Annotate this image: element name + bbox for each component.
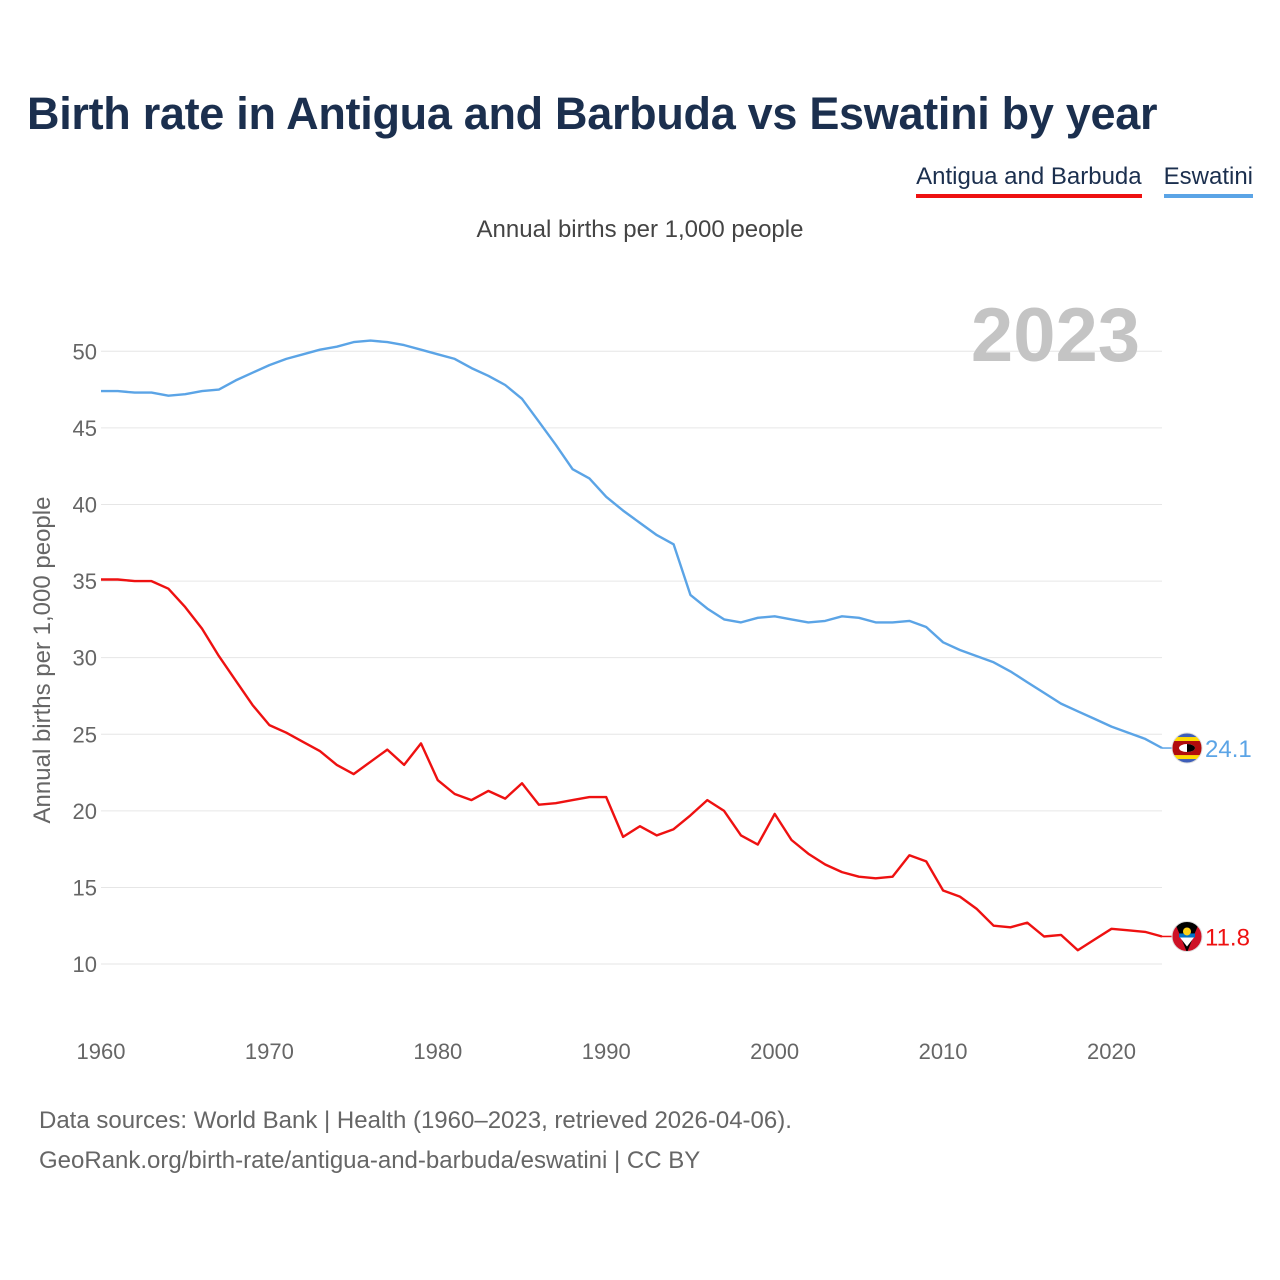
source-url-line: GeoRank.org/birth-rate/antigua-and-barbu… (39, 1147, 701, 1174)
x-tick-label: 2020 (1087, 1039, 1136, 1064)
y-tick-label: 45 (73, 416, 97, 441)
y-tick-label: 10 (73, 952, 97, 977)
series-line-antigua-and-barbuda (101, 578, 1163, 952)
y-tick-label: 50 (73, 339, 97, 364)
y-tick-label: 25 (73, 722, 97, 747)
y-tick-label: 35 (73, 569, 97, 594)
flag-antigua-and-barbuda-icon (1171, 920, 1203, 952)
x-tick-label: 1980 (413, 1039, 462, 1064)
legend-item-antigua-and-barbuda[interactable]: Antigua and Barbuda (916, 163, 1142, 198)
series-line-eswatini (101, 339, 1163, 750)
x-tick-label: 2010 (919, 1039, 968, 1064)
y-tick-label: 15 (73, 875, 97, 900)
legend: Antigua and Barbuda Eswatini (916, 163, 1253, 198)
y-axis-label: Annual births per 1,000 people (29, 497, 56, 824)
x-tick-label: 2000 (750, 1039, 799, 1064)
end-value-label: 24.1 (1205, 736, 1252, 763)
data-source-line: Data sources: World Bank | Health (1960–… (39, 1107, 792, 1134)
chart-title: Birth rate in Antigua and Barbuda vs Esw… (27, 88, 1158, 139)
y-tick-label: 40 (73, 492, 97, 517)
end-value-label: 11.8 (1205, 924, 1250, 951)
x-tick-label: 1970 (245, 1039, 294, 1064)
legend-item-eswatini[interactable]: Eswatini (1163, 163, 1253, 198)
flag-eswatini-icon (1171, 732, 1203, 764)
x-tick-label: 1960 (77, 1039, 126, 1064)
x-tick-label: 1990 (582, 1039, 631, 1064)
year-watermark: 2023 (971, 293, 1140, 378)
chart-subtitle: Annual births per 1,000 people (476, 216, 804, 243)
y-tick-label: 30 (73, 646, 97, 671)
y-tick-label: 20 (73, 799, 97, 824)
